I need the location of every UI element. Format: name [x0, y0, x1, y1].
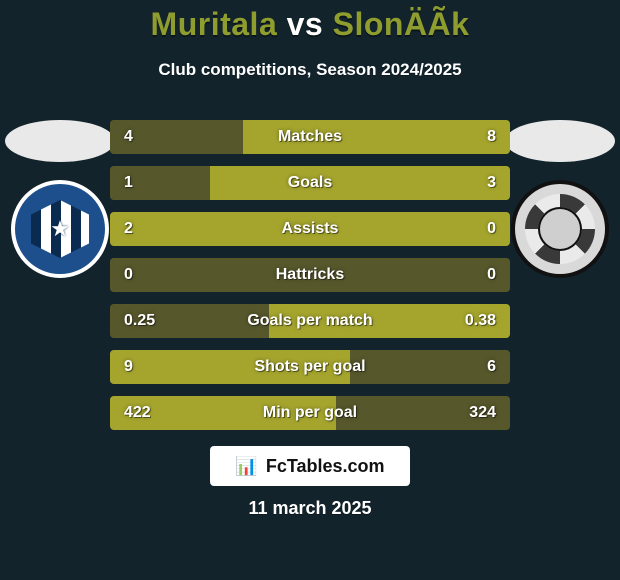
player2-column — [500, 120, 620, 278]
page-title: Muritala vs SlonÄÃ­k — [0, 6, 620, 43]
stat-row: 48Matches — [110, 120, 510, 154]
player1-column — [0, 120, 120, 278]
player2-club-crest-icon — [511, 180, 609, 278]
comparison-card: Muritala vs SlonÄÃ­k Club competitions, … — [0, 0, 620, 580]
player2-silhouette — [505, 120, 615, 162]
vs-label: vs — [287, 6, 324, 42]
brand-text: FcTables.com — [266, 456, 385, 477]
stat-row: 422324Min per goal — [110, 396, 510, 430]
stats-bars: 48Matches 13Goals 20Assists 00Hattricks 0.25… — [110, 120, 510, 430]
stat-label: Matches — [110, 120, 510, 154]
stat-label: Goals per match — [110, 304, 510, 338]
player2-name: SlonÄÃ­k — [333, 6, 470, 42]
stat-row: 00Hattricks — [110, 258, 510, 292]
player1-club-crest-icon — [11, 180, 109, 278]
subtitle: Club competitions, Season 2024/2025 — [0, 60, 620, 80]
stat-row: 0.250.38Goals per match — [110, 304, 510, 338]
stat-label: Shots per goal — [110, 350, 510, 384]
stat-label: Goals — [110, 166, 510, 200]
date-label: 11 march 2025 — [0, 498, 620, 519]
player1-name: Muritala — [151, 6, 278, 42]
brand-badge: 📊 FcTables.com — [210, 446, 410, 486]
stat-row: 96Shots per goal — [110, 350, 510, 384]
player1-silhouette — [5, 120, 115, 162]
stat-row: 20Assists — [110, 212, 510, 246]
stat-label: Hattricks — [110, 258, 510, 292]
brand-chart-icon: 📊 — [235, 456, 257, 477]
stat-row: 13Goals — [110, 166, 510, 200]
stat-label: Assists — [110, 212, 510, 246]
stat-label: Min per goal — [110, 396, 510, 430]
